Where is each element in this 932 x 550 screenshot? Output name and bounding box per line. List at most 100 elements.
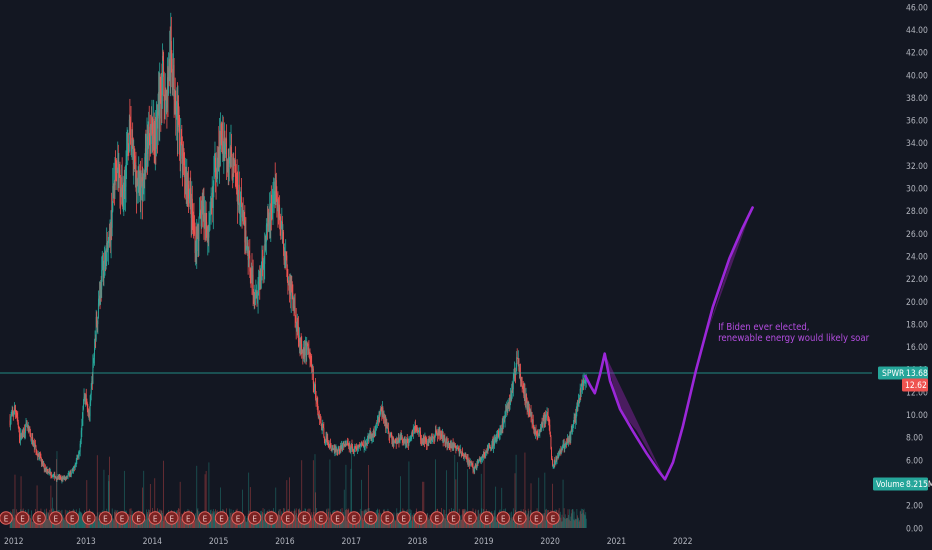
candle-body	[164, 101, 166, 113]
candle-body	[480, 459, 482, 463]
earnings-marker[interactable]	[264, 511, 278, 525]
candle-body	[70, 473, 72, 475]
volume-bar	[180, 516, 182, 528]
volume-bar	[560, 521, 562, 528]
candle-body	[296, 324, 298, 326]
candle-body	[38, 454, 40, 456]
earnings-marker[interactable]	[496, 511, 510, 525]
candle-body	[405, 440, 407, 443]
candle-body	[275, 180, 277, 194]
earnings-marker[interactable]	[446, 511, 461, 525]
earnings-marker[interactable]	[231, 511, 245, 525]
candle-body	[277, 198, 279, 208]
volume-bar	[510, 520, 511, 528]
earnings-marker-label: E	[534, 515, 539, 524]
candle-body	[271, 212, 273, 213]
earnings-marker[interactable]	[330, 511, 345, 525]
earnings-marker[interactable]	[463, 511, 477, 525]
earnings-marker[interactable]	[115, 511, 129, 525]
candle-body	[116, 169, 118, 171]
earnings-marker[interactable]	[49, 511, 63, 525]
volume-bar	[316, 519, 318, 528]
earnings-marker[interactable]	[380, 511, 394, 525]
volume-bar	[127, 521, 129, 528]
candle-body	[331, 448, 333, 451]
earnings-marker[interactable]	[32, 511, 46, 525]
candle-body	[105, 251, 107, 270]
annotation-line[interactable]: If Biden ever elected,	[718, 322, 809, 333]
candle-body	[183, 152, 184, 157]
y-tick-label: 38.00	[906, 94, 928, 104]
earnings-marker[interactable]	[198, 511, 212, 525]
volume-bar	[327, 511, 329, 528]
candle-body	[429, 439, 431, 440]
candle-body	[60, 477, 62, 481]
earnings-marker[interactable]	[214, 511, 229, 525]
earnings-marker[interactable]	[297, 511, 312, 525]
earnings-marker[interactable]	[181, 511, 196, 525]
candle-body	[260, 272, 262, 277]
earnings-marker[interactable]	[529, 511, 544, 525]
candle-body	[447, 442, 449, 448]
candle-body	[381, 411, 383, 414]
candle-body	[412, 428, 414, 435]
candle-body	[306, 345, 308, 356]
volume-bar	[277, 515, 278, 528]
volume-bar	[228, 517, 230, 528]
candle-body	[475, 467, 477, 469]
candle-body	[11, 411, 13, 415]
earnings-marker[interactable]	[546, 511, 560, 525]
earnings-marker[interactable]	[98, 511, 113, 525]
volume-bar	[18, 520, 20, 528]
y-tick-label: 12.00	[906, 388, 928, 398]
earnings-marker[interactable]	[430, 511, 444, 525]
earnings-marker[interactable]	[65, 511, 80, 525]
candle-body	[171, 58, 173, 78]
projection-path[interactable]	[584, 206, 754, 481]
candle-body	[29, 429, 31, 434]
volume-bar	[261, 514, 263, 528]
candle-body	[64, 477, 66, 479]
earnings-marker[interactable]	[314, 511, 328, 525]
earnings-marker-label: E	[501, 515, 506, 524]
candle-body	[158, 91, 160, 109]
earnings-marker[interactable]	[148, 511, 162, 525]
volume-bar	[95, 519, 97, 528]
candle-body	[397, 438, 399, 441]
volume-bar	[533, 521, 535, 528]
earnings-marker[interactable]	[413, 511, 428, 525]
candle-body	[258, 279, 260, 282]
candle-body	[279, 218, 281, 227]
earnings-marker[interactable]	[281, 511, 295, 525]
candle-body	[567, 438, 568, 443]
earnings-marker[interactable]	[247, 511, 262, 525]
volume-bar	[350, 468, 352, 528]
candle-body	[574, 417, 576, 423]
earnings-marker[interactable]	[363, 511, 378, 525]
projection-drawing[interactable]	[584, 206, 754, 481]
candle-body	[220, 130, 222, 136]
candle-body	[332, 448, 334, 450]
candle-body	[299, 338, 301, 351]
earnings-marker[interactable]	[165, 511, 179, 525]
earnings-marker[interactable]	[15, 511, 30, 525]
x-axis[interactable]: 2012 2013 2014 2015 2016 2017 2018 2019 2020 2021…	[4, 537, 693, 547]
earnings-marker[interactable]	[347, 511, 361, 525]
earnings-marker[interactable]	[131, 511, 146, 525]
candle-body	[335, 448, 337, 452]
annotation-text[interactable]: If Biden ever elected,renewable energy w…	[718, 322, 870, 344]
earnings-marker[interactable]	[479, 511, 494, 525]
volume-bar	[49, 519, 51, 528]
candle-body	[9, 420, 11, 426]
candle-body	[306, 343, 308, 346]
earnings-marker[interactable]	[513, 511, 527, 525]
candle-body	[147, 141, 149, 154]
candle-body	[136, 178, 138, 194]
annotation-line[interactable]: renewable energy would likely soar	[718, 333, 870, 344]
volume-bar	[204, 474, 206, 528]
earnings-marker[interactable]	[0, 511, 13, 525]
earnings-marker[interactable]	[82, 511, 96, 525]
earnings-marker[interactable]	[397, 511, 411, 525]
volume-bar	[263, 520, 264, 528]
